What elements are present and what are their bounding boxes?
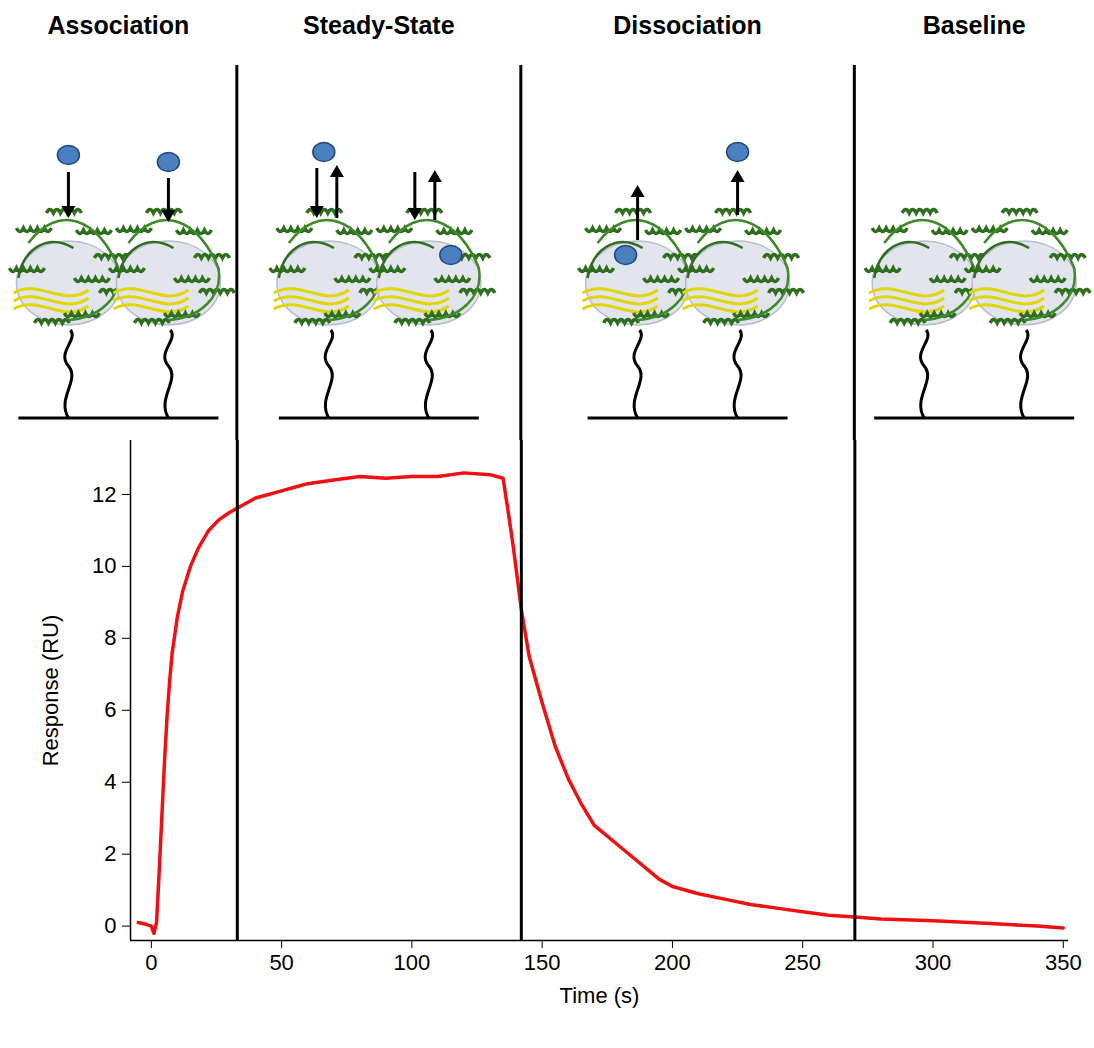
svg-text:Steady-State: Steady-State: [303, 11, 455, 39]
svg-text:350: 350: [1045, 950, 1082, 975]
svg-text:Time (s): Time (s): [560, 983, 640, 1008]
svg-text:4: 4: [104, 769, 116, 794]
svg-text:12: 12: [92, 481, 116, 506]
svg-text:2: 2: [104, 841, 116, 866]
svg-text:0: 0: [145, 950, 157, 975]
svg-text:6: 6: [104, 697, 116, 722]
svg-text:50: 50: [269, 950, 293, 975]
svg-text:300: 300: [915, 950, 952, 975]
svg-text:Baseline: Baseline: [923, 11, 1026, 39]
svg-text:250: 250: [784, 950, 821, 975]
svg-text:200: 200: [654, 950, 691, 975]
svg-text:Association: Association: [48, 11, 190, 39]
svg-text:0: 0: [104, 913, 116, 938]
svg-text:Response (RU): Response (RU): [38, 615, 63, 767]
svg-text:100: 100: [394, 950, 431, 975]
svg-text:Dissociation: Dissociation: [613, 11, 762, 39]
svg-text:10: 10: [92, 553, 116, 578]
svg-text:8: 8: [104, 625, 116, 650]
svg-text:150: 150: [524, 950, 561, 975]
